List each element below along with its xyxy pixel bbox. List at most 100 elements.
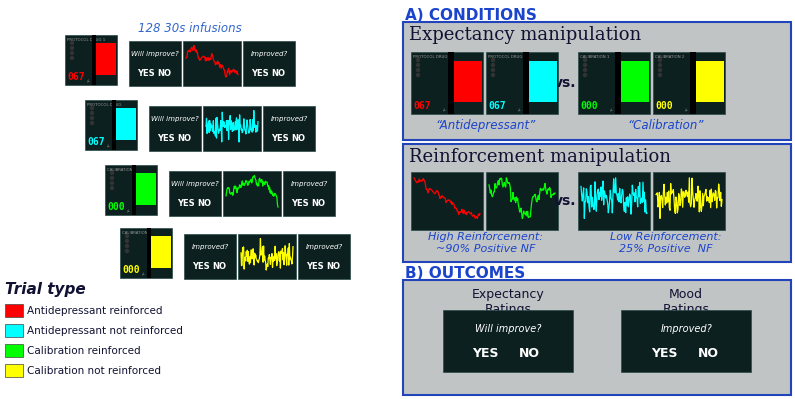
Text: NO: NO: [327, 262, 340, 271]
Bar: [151, 235, 171, 268]
Bar: [85, 100, 137, 150]
Bar: [454, 61, 482, 102]
Text: μL: μL: [518, 108, 522, 112]
Text: Improved?: Improved?: [250, 51, 288, 57]
Text: Expectancy
Ratings: Expectancy Ratings: [471, 288, 544, 316]
Bar: [183, 41, 241, 86]
Text: 128 30s infusions: 128 30s infusions: [138, 22, 242, 35]
Bar: [223, 171, 281, 216]
Circle shape: [584, 59, 587, 61]
Circle shape: [71, 57, 73, 59]
Circle shape: [491, 59, 494, 61]
Bar: [403, 280, 791, 395]
Text: Will improve?: Will improve?: [475, 324, 541, 334]
Bar: [243, 41, 295, 86]
Text: 000: 000: [655, 101, 673, 111]
Text: Improved?: Improved?: [290, 181, 328, 187]
Text: CALIBRATION 2: CALIBRATION 2: [122, 231, 151, 235]
Text: A) CONDITIONS: A) CONDITIONS: [405, 8, 537, 23]
Circle shape: [417, 63, 420, 67]
Text: 067: 067: [67, 72, 84, 82]
Bar: [486, 172, 558, 230]
Bar: [120, 228, 172, 278]
Bar: [411, 52, 483, 114]
Circle shape: [91, 117, 94, 119]
Text: Antidepressant reinforced: Antidepressant reinforced: [27, 306, 162, 316]
Text: μL: μL: [107, 144, 111, 148]
Circle shape: [91, 111, 94, 115]
Text: Will improve?: Will improve?: [131, 51, 179, 57]
Text: Calibration not reinforced: Calibration not reinforced: [27, 365, 161, 375]
Text: YES: YES: [472, 347, 499, 360]
Bar: [263, 106, 315, 151]
Text: YES: YES: [271, 134, 289, 143]
Bar: [5, 344, 23, 357]
Bar: [578, 52, 650, 114]
Text: 067: 067: [87, 137, 105, 147]
Text: Improved?: Improved?: [192, 244, 229, 250]
Bar: [147, 228, 151, 278]
Bar: [238, 234, 296, 279]
Circle shape: [126, 249, 129, 253]
Bar: [149, 106, 201, 151]
Circle shape: [417, 69, 420, 71]
Text: CALIBRATION 1: CALIBRATION 1: [580, 55, 610, 59]
Bar: [96, 43, 116, 75]
Text: YES: YES: [137, 69, 154, 78]
Circle shape: [71, 51, 73, 55]
Text: μL: μL: [685, 108, 689, 112]
Text: μL: μL: [87, 79, 91, 83]
Text: PROTOCOL DRUG: PROTOCOL DRUG: [488, 55, 522, 59]
Text: “Antidepressant”: “Antidepressant”: [436, 119, 536, 132]
Bar: [92, 35, 96, 85]
Text: YES: YES: [176, 199, 195, 208]
Bar: [529, 61, 556, 102]
Circle shape: [111, 176, 114, 180]
Text: vs.: vs.: [554, 194, 576, 208]
Bar: [448, 52, 454, 114]
Circle shape: [126, 245, 129, 247]
Text: NO: NO: [197, 199, 211, 208]
Bar: [486, 52, 558, 114]
Text: 067: 067: [413, 101, 431, 111]
Bar: [615, 52, 621, 114]
Circle shape: [491, 73, 494, 77]
Text: NO: NO: [291, 134, 305, 143]
Bar: [283, 171, 335, 216]
Text: NO: NO: [312, 199, 325, 208]
Circle shape: [658, 63, 661, 67]
Bar: [112, 100, 116, 150]
Text: 000: 000: [107, 202, 125, 212]
Text: PROTOCOL DRUG 1: PROTOCOL DRUG 1: [413, 55, 452, 59]
Text: NO: NO: [212, 262, 227, 271]
Circle shape: [491, 69, 494, 71]
Bar: [403, 22, 791, 140]
Circle shape: [71, 41, 73, 45]
Text: PROTOCOL DRUG 1: PROTOCOL DRUG 1: [67, 38, 105, 42]
Text: “Calibration”: “Calibration”: [628, 119, 704, 132]
Circle shape: [491, 63, 494, 67]
Text: Expectancy manipulation: Expectancy manipulation: [409, 26, 642, 44]
Circle shape: [126, 239, 129, 243]
Text: 067: 067: [488, 101, 506, 111]
Bar: [621, 61, 649, 102]
Text: μL: μL: [142, 272, 146, 276]
Circle shape: [417, 59, 420, 61]
Circle shape: [584, 63, 587, 67]
Bar: [65, 35, 117, 85]
Bar: [696, 61, 723, 102]
Text: 000: 000: [580, 101, 598, 111]
Text: μL: μL: [443, 108, 448, 112]
Bar: [298, 234, 350, 279]
Text: High Reinforcement:
~90% Positive NF: High Reinforcement: ~90% Positive NF: [429, 232, 544, 254]
Text: Low Reinforcement:
25% Positive  NF: Low Reinforcement: 25% Positive NF: [611, 232, 722, 254]
Text: YES: YES: [251, 69, 269, 78]
Text: Antidepressant not reinforced: Antidepressant not reinforced: [27, 326, 183, 336]
Text: Trial type: Trial type: [5, 282, 86, 297]
Bar: [203, 106, 261, 151]
Text: NO: NO: [519, 347, 541, 360]
Circle shape: [658, 59, 661, 61]
Bar: [5, 304, 23, 317]
Bar: [443, 310, 572, 372]
Text: B) OUTCOMES: B) OUTCOMES: [405, 266, 525, 281]
